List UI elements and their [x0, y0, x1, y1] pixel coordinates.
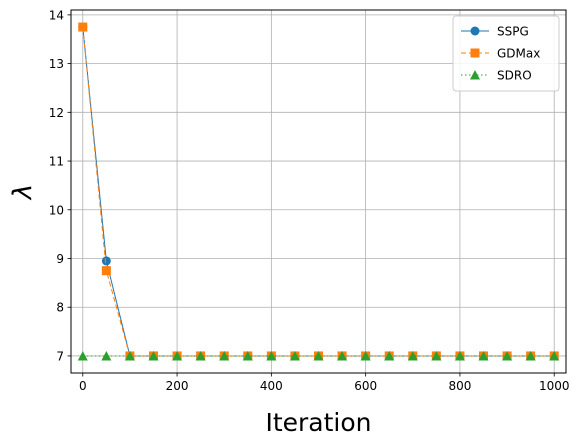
data-point-sdro: [478, 350, 489, 361]
legend-marker-sdro: [470, 70, 480, 80]
data-point-sdro: [195, 350, 206, 361]
data-point-sdro: [384, 350, 395, 361]
data-point-sdro: [148, 350, 159, 361]
y-tick-label: 7: [56, 349, 64, 363]
x-tick-label: 200: [166, 379, 189, 393]
series-sdro: [77, 350, 560, 361]
legend-label-sspg: SSPG: [497, 25, 529, 39]
y-tick-label: 14: [49, 8, 64, 22]
plot-series: [77, 22, 560, 361]
x-tick-label: 0: [79, 379, 87, 393]
data-point-sdro: [360, 350, 371, 361]
data-point-sdro: [172, 350, 183, 361]
y-tick-label: 13: [49, 57, 64, 71]
x-tick-label: 800: [448, 379, 471, 393]
data-point-gdmax: [78, 22, 88, 32]
y-axis-title: λ: [8, 184, 38, 201]
legend: SSPG GDMax SDRO: [452, 15, 560, 92]
data-point-sdro: [549, 350, 560, 361]
data-point-sdro: [101, 350, 112, 361]
x-tick-label: 1000: [539, 379, 570, 393]
data-point-sdro: [266, 350, 277, 361]
legend-marker-gdmax: [470, 48, 480, 58]
data-point-sdro: [124, 350, 135, 361]
y-tick-label: 11: [49, 155, 64, 169]
data-point-sdro: [502, 350, 513, 361]
y-tick-label: 12: [49, 106, 64, 120]
legend-item-gdmax: GDMax: [461, 47, 540, 61]
data-point-sdro: [454, 350, 465, 361]
x-tick-label: 600: [354, 379, 377, 393]
plot-frame: [70, 9, 567, 374]
legend-marker-sspg: [470, 26, 480, 36]
y-tick-label: 8: [56, 301, 64, 315]
axis-ticks: 0 200 400 600 800 1000 7 8 9 10 11 12 13 14: [49, 8, 570, 393]
legend-label-sdro: SDRO: [497, 69, 532, 83]
y-tick-label: 10: [49, 203, 64, 217]
data-point-sspg: [101, 256, 111, 266]
legend-box: [452, 15, 560, 92]
data-point-sdro: [77, 350, 88, 361]
x-axis-title: Iteration: [265, 408, 371, 437]
y-tick-label: 9: [56, 252, 64, 266]
data-point-sdro: [242, 350, 253, 361]
legend-label-gdmax: GDMax: [497, 47, 540, 61]
data-point-sdro: [219, 350, 230, 361]
data-point-gdmax: [101, 266, 111, 276]
data-point-sdro: [313, 350, 324, 361]
data-point-sdro: [431, 350, 442, 361]
data-point-sdro: [289, 350, 300, 361]
legend-item-sdro: SDRO: [461, 69, 532, 83]
data-point-sdro: [525, 350, 536, 361]
data-point-sdro: [407, 350, 418, 361]
data-point-sdro: [337, 350, 348, 361]
legend-item-sspg: SSPG: [461, 25, 529, 39]
x-tick-label: 400: [260, 379, 283, 393]
